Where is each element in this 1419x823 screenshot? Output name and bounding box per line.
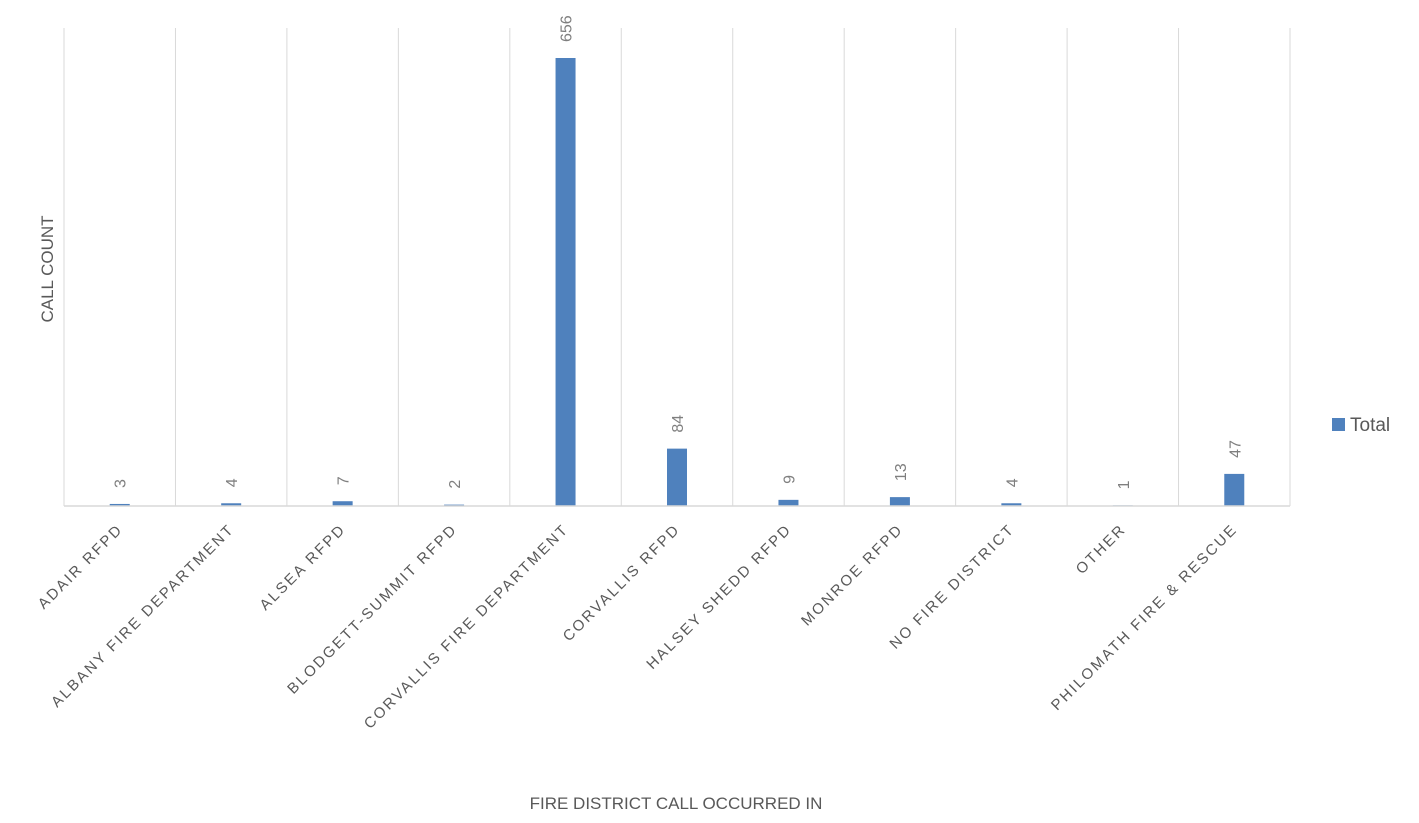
legend-label: Total	[1350, 415, 1390, 436]
bar	[555, 58, 576, 506]
bar	[778, 499, 799, 506]
data-label: 47	[1227, 440, 1244, 458]
bar	[1224, 473, 1245, 506]
bars	[109, 58, 1245, 507]
data-label: 7	[336, 476, 353, 485]
bar	[889, 497, 910, 506]
bar	[109, 503, 130, 506]
category-label: ALSEA RFPD	[256, 521, 349, 614]
data-label: 3	[113, 479, 130, 488]
category-label: ALBANY FIRE DEPARTMENT	[48, 521, 238, 711]
legend-swatch	[1332, 418, 1345, 431]
bar	[1001, 503, 1022, 506]
x-axis-title: FIRE DISTRICT CALL OCCURRED IN	[530, 794, 823, 813]
category-label: MONROE RFPD	[798, 521, 907, 630]
data-label: 4	[224, 478, 241, 487]
category-label: ADAIR RFPD	[35, 521, 127, 613]
legend: Total	[1332, 415, 1390, 436]
data-label: 13	[893, 463, 910, 481]
category-label: NO FIRE DISTRICT	[886, 521, 1018, 653]
bar	[221, 503, 242, 506]
category-label: OTHER	[1073, 521, 1130, 578]
gridlines	[63, 28, 1291, 506]
data-label: 2	[447, 480, 464, 489]
data-label: 656	[559, 15, 576, 42]
data-label: 9	[781, 475, 798, 484]
data-label: 1	[1116, 480, 1133, 489]
category-label: PHILOMATH FIRE & RESCUE	[1048, 521, 1241, 714]
data-label: 84	[670, 415, 687, 433]
data-label: 4	[1004, 478, 1021, 487]
y-axis-title: CALL COUNT	[38, 215, 57, 322]
category-label: CORVALLIS FIRE DEPARTMENT	[361, 521, 573, 733]
bar	[332, 501, 353, 506]
category-label: CORVALLIS RFPD	[560, 521, 684, 645]
bar	[667, 448, 687, 506]
